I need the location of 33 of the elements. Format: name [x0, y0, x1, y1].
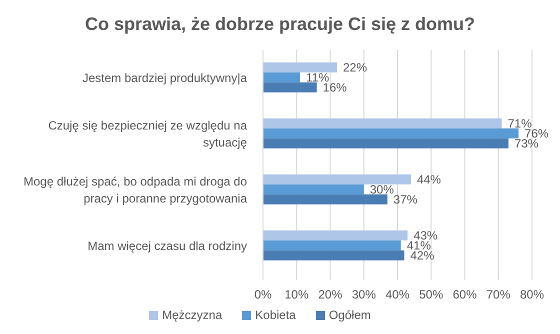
x-tick-label: 10% — [284, 288, 309, 302]
data-label: 30% — [370, 182, 394, 196]
x-tick-label: 40% — [385, 288, 410, 302]
bar — [263, 230, 408, 240]
x-tick-label: 70% — [486, 288, 511, 302]
x-tick-label: 60% — [452, 288, 478, 302]
bar — [263, 174, 411, 184]
bar — [263, 240, 401, 250]
y-tick-label: Czuję się bezpieczniej ze względu na sytuację — [48, 118, 248, 150]
x-tick-label: 50% — [419, 288, 444, 302]
x-tick-label: 30% — [352, 288, 376, 302]
y-tick-label: Mogę dłużej spać, bo odpada mi droga do pracy i poranne przygotowania — [24, 174, 248, 206]
bar — [263, 72, 300, 82]
legend-label: Kobieta — [255, 308, 296, 322]
bar — [263, 194, 388, 204]
bar — [263, 184, 364, 194]
x-tick-label: 0% — [254, 288, 272, 302]
bar — [263, 82, 317, 92]
data-label: 22% — [342, 60, 368, 74]
bar — [263, 250, 404, 260]
bar — [263, 138, 508, 148]
bar — [263, 128, 519, 138]
legend-label: Mężczyzna — [162, 308, 222, 322]
data-label: 37% — [393, 192, 418, 206]
bar — [263, 62, 337, 72]
x-tick-label: 20% — [318, 288, 343, 302]
chart-title: Co sprawia, że dobrze pracuje Ci się z domu? — [84, 14, 476, 35]
bar — [263, 118, 502, 128]
data-label: 44% — [416, 172, 442, 186]
y-tick-label: Jestem bardziej produktywny|a — [82, 71, 248, 85]
legend-label: Ogółem — [328, 308, 371, 322]
y-tick-label: Mam więcej czasu dla rodziny — [88, 239, 247, 253]
x-tick-label: 80% — [520, 288, 544, 302]
